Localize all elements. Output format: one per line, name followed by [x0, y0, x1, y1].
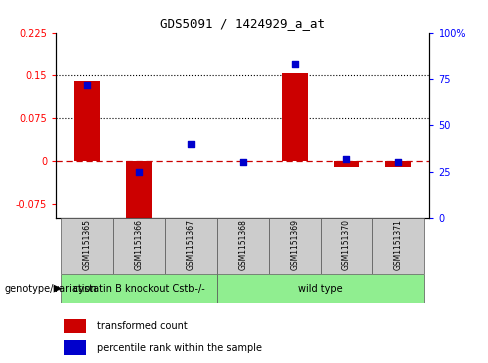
Bar: [74, 81, 100, 161]
Text: GSM1151371: GSM1151371: [394, 219, 403, 270]
Bar: [372, 218, 424, 274]
Text: GSM1151369: GSM1151369: [290, 219, 299, 270]
Text: GSM1151370: GSM1151370: [342, 219, 351, 270]
Text: GSM1151367: GSM1151367: [186, 219, 195, 270]
Bar: [165, 218, 217, 274]
Point: [239, 159, 247, 165]
Point: [187, 141, 195, 147]
Bar: [63, 319, 86, 333]
Point: [394, 159, 402, 165]
Bar: [321, 218, 372, 274]
Bar: [113, 218, 165, 274]
Polygon shape: [54, 285, 62, 293]
Text: transformed count: transformed count: [97, 321, 188, 331]
Bar: [282, 73, 307, 161]
Point: [343, 156, 350, 162]
Bar: [61, 218, 113, 274]
Bar: [217, 274, 424, 303]
Text: genotype/variation: genotype/variation: [5, 284, 98, 294]
Bar: [126, 161, 152, 218]
Title: GDS5091 / 1424929_a_at: GDS5091 / 1424929_a_at: [160, 17, 325, 30]
Text: GSM1151365: GSM1151365: [83, 219, 92, 270]
Bar: [386, 161, 411, 167]
Text: wild type: wild type: [298, 284, 343, 294]
Point: [291, 61, 299, 67]
Bar: [61, 274, 217, 303]
Text: GSM1151368: GSM1151368: [238, 219, 247, 270]
Point: [83, 82, 91, 87]
Text: cystatin B knockout Cstb-/-: cystatin B knockout Cstb-/-: [73, 284, 205, 294]
Bar: [63, 340, 86, 355]
Bar: [333, 161, 360, 167]
Text: GSM1151366: GSM1151366: [135, 219, 143, 270]
Text: percentile rank within the sample: percentile rank within the sample: [97, 343, 262, 352]
Bar: [269, 218, 321, 274]
Bar: [217, 218, 269, 274]
Point: [135, 168, 143, 174]
